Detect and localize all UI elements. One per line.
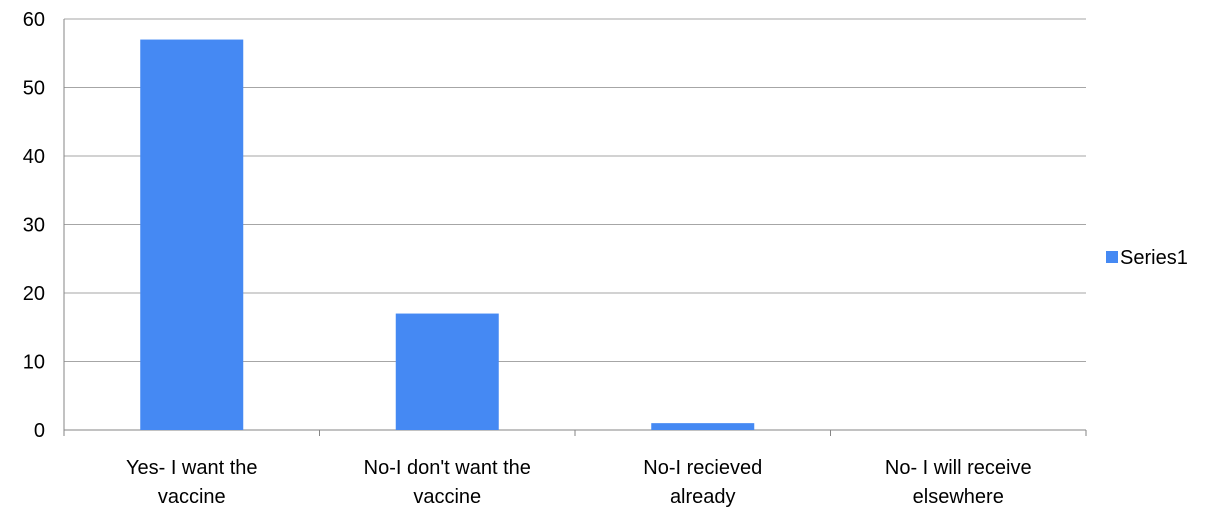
- x-category-label: No-I don't want the vaccine: [364, 457, 531, 508]
- y-axis-tick-labels: 0 10 20 30 40 50 60: [23, 9, 45, 442]
- y-tick-label: 30: [23, 215, 45, 237]
- y-tick-label: 40: [23, 146, 45, 168]
- y-tick-label: 50: [23, 78, 45, 100]
- x-category-label: Yes- I want the vaccine: [126, 457, 258, 508]
- x-category-label: No- I will receive elsewhere: [885, 457, 1032, 508]
- bars: [140, 39, 755, 431]
- y-tick-label: 60: [23, 9, 45, 31]
- legend-swatch: [1106, 251, 1118, 263]
- bar: [140, 39, 244, 431]
- bar: [651, 423, 755, 430]
- x-category-label: No-I recieved already: [643, 457, 762, 508]
- legend: Series1: [1106, 247, 1188, 269]
- bar: [395, 313, 499, 430]
- legend-label: Series1: [1120, 247, 1188, 269]
- x-axis-category-labels: Yes- I want the vaccine No-I don't want th…: [126, 457, 1032, 508]
- y-tick-label: 10: [23, 352, 45, 374]
- y-tick-label: 20: [23, 283, 45, 305]
- y-tick-label: 0: [34, 420, 45, 442]
